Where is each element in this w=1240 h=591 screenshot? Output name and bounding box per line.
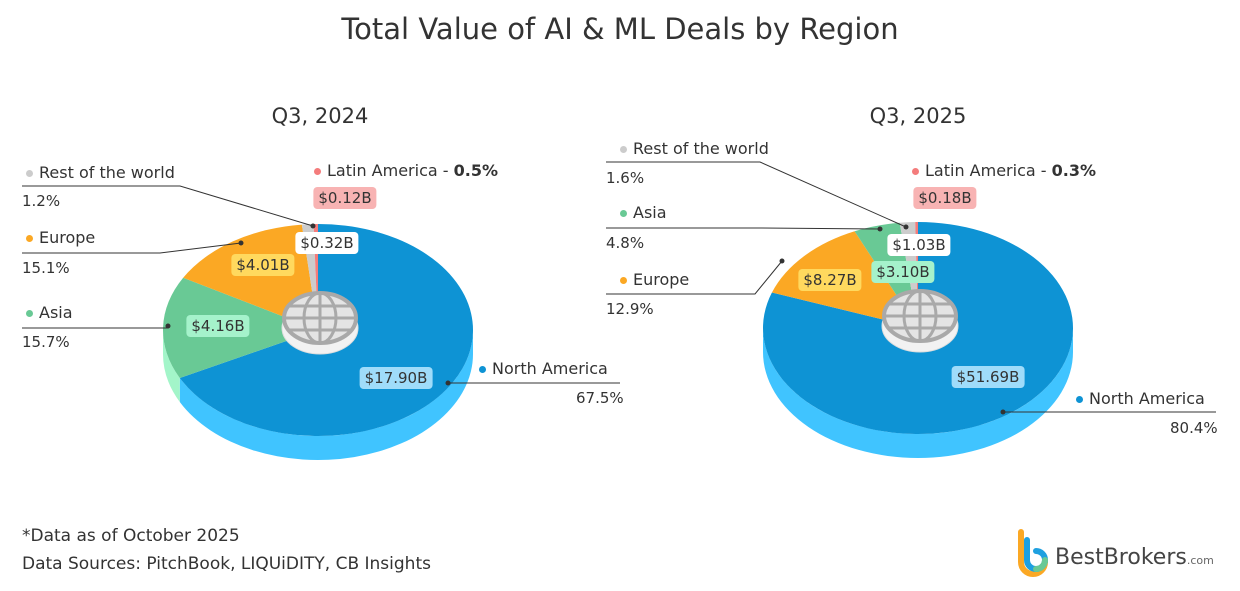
percent-label: 12.9%	[606, 300, 654, 318]
leader-dot	[1000, 409, 1006, 415]
value-badge: $0.12B	[313, 187, 377, 209]
leader-dot	[310, 223, 316, 229]
value-badge: $4.01B	[231, 254, 295, 276]
legend-label: Rest of the world	[26, 163, 175, 182]
pie-slice	[183, 224, 318, 330]
percent-label: 1.6%	[606, 169, 645, 187]
legend-label: Rest of the world	[620, 139, 769, 158]
value-badge: $8.27B	[798, 269, 862, 291]
value-badge: $4.16B	[186, 315, 250, 337]
leader-line	[22, 185, 314, 227]
leader-dot	[445, 380, 451, 386]
legend-label: Latin America - 0.5%	[314, 161, 498, 180]
leader-dot	[779, 258, 785, 264]
pie-side	[763, 328, 1073, 458]
leader-dot	[165, 323, 171, 329]
legend-dot	[912, 168, 919, 175]
percent-label: 80.4%	[1170, 419, 1218, 437]
legend-label: North America	[1076, 389, 1205, 408]
percent-label: 15.7%	[22, 333, 70, 351]
chart-title: Total Value of AI & ML Deals by Region	[341, 12, 899, 46]
percent-label: 67.5%	[576, 389, 624, 407]
leader-line	[22, 326, 169, 329]
sources: Data Sources: PitchBook, LIQUiDITY, CB I…	[22, 554, 431, 574]
footnote: *Data as of October 2025	[22, 526, 240, 546]
leader-dot	[877, 226, 883, 232]
percent-label: 15.1%	[22, 259, 70, 277]
legend-dot	[620, 146, 627, 153]
legend-label: Asia	[620, 203, 667, 222]
legend-label: Europe	[26, 228, 95, 247]
legend-dot	[26, 235, 33, 242]
legend-dot	[620, 277, 627, 284]
brand-logo-icon	[1018, 529, 1048, 577]
leader-line	[606, 161, 907, 228]
legend-dot	[314, 168, 321, 175]
brand-name: BestBrokers.com	[1055, 545, 1214, 570]
leader-line	[22, 242, 242, 254]
subtitle-2024: Q3, 2024	[271, 104, 369, 128]
legend-label: Europe	[620, 270, 689, 289]
value-badge: $51.69B	[951, 366, 1025, 388]
legend-dot	[620, 210, 627, 217]
pie-side	[179, 330, 473, 460]
value-badge: $1.03B	[887, 234, 951, 256]
legend-label: Latin America - 0.3%	[912, 161, 1096, 180]
legend-dot	[26, 170, 33, 177]
legend-dot	[1076, 396, 1083, 403]
subtitle-2025: Q3, 2025	[869, 104, 967, 128]
legend-label: Asia	[26, 303, 73, 322]
leader-line	[606, 227, 881, 230]
percent-label: 4.8%	[606, 234, 645, 252]
legend-dot	[26, 310, 33, 317]
value-badge: $0.32B	[295, 232, 359, 254]
legend-dot	[479, 366, 486, 373]
leader-line	[606, 260, 783, 295]
value-badge: $0.18B	[913, 187, 977, 209]
value-badge: $3.10B	[871, 261, 935, 283]
leader-dot	[238, 240, 244, 246]
leader-dot	[903, 224, 909, 230]
percent-label: 1.2%	[22, 192, 61, 210]
pie-side	[163, 330, 180, 402]
value-badge: $17.90B	[359, 367, 433, 389]
legend-label: North America	[479, 359, 608, 378]
